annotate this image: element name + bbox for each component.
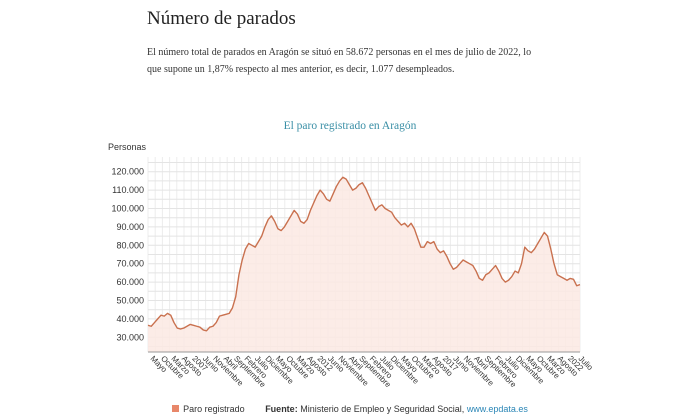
y-tick-label: 120.000	[111, 167, 144, 177]
y-tick-label: 110.000	[112, 185, 144, 195]
series-area-paro-registrado	[148, 177, 580, 352]
intro-paragraph: El número total de parados en Aragón se …	[147, 47, 532, 75]
source-label: Fuente:	[265, 404, 298, 414]
y-tick-label: 50.000	[116, 295, 144, 305]
series-line-paro-registrado	[147, 176, 581, 332]
legend-label: Paro registrado	[183, 404, 245, 414]
y-tick-label: 70.000	[116, 259, 144, 269]
legend-swatch	[172, 405, 180, 412]
source-note: Fuente: Ministerio de Empleo y Seguridad…	[265, 404, 528, 414]
page-title: Número de parados	[147, 8, 296, 29]
source-text: Ministerio de Empleo y Seguridad Social,	[300, 404, 465, 414]
x-tick-labels: MayoOctubreMarzoAgosto2007JunioNoviembre…	[149, 354, 595, 390]
area-layer	[147, 176, 581, 352]
y-tick-label: 30.000	[116, 332, 144, 342]
y-tick-label: 100.000	[111, 204, 144, 214]
y-axis-label: Personas	[108, 142, 147, 152]
y-tick-label: 80.000	[116, 240, 144, 250]
y-tick-labels: 30.000 40.000 50.000 60.000 70.000 80.000 90.0…	[111, 167, 144, 343]
y-tick-label: 40.000	[116, 314, 144, 324]
y-tick-label: 60.000	[116, 277, 144, 287]
source-link[interactable]: www.epdata.es	[466, 404, 528, 414]
chart-footer: Paro registrado Fuente: Ministerio de Em…	[0, 404, 700, 414]
y-tick-label: 90.000	[116, 222, 144, 232]
chart-title: El paro registrado en Aragón	[283, 120, 417, 132]
